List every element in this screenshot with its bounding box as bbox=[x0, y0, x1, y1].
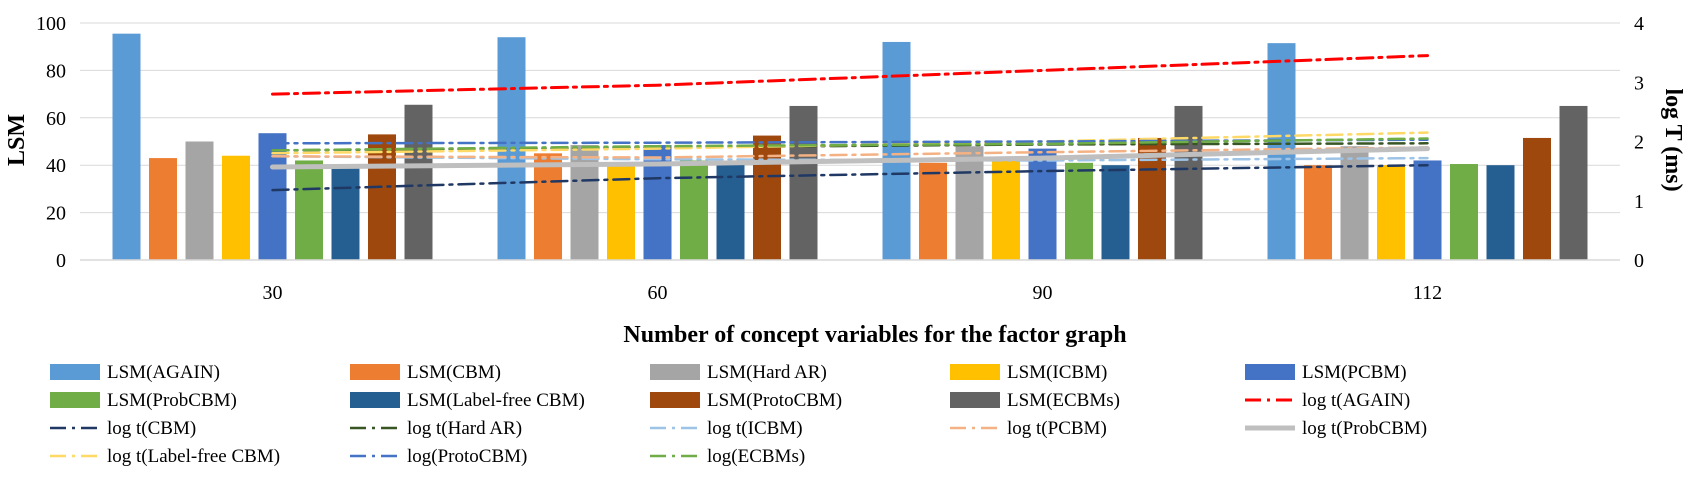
legend-label: LSM(ECBMs) bbox=[1007, 390, 1120, 411]
y2-tick-label: 1 bbox=[1634, 191, 1644, 213]
legend-swatch bbox=[650, 392, 700, 408]
bar-lsm-hard-ar- bbox=[955, 146, 984, 260]
legend-swatch bbox=[950, 364, 1000, 380]
legend-label: LSM(Hard AR) bbox=[707, 362, 827, 383]
bar-lsm-cbm- bbox=[919, 162, 947, 260]
legend-swatch bbox=[650, 364, 700, 380]
bar-lsm-icbm- bbox=[222, 155, 250, 260]
bar-lsm-protocbm- bbox=[368, 134, 396, 260]
legend-swatch bbox=[50, 392, 100, 408]
bar-lsm-ecbms- bbox=[789, 105, 818, 260]
y-tick-label: 20 bbox=[46, 203, 66, 225]
legend-label: LSM(Label-free CBM) bbox=[407, 390, 585, 411]
bar-lsm-cbm- bbox=[1304, 165, 1332, 260]
bar-lsm-again- bbox=[112, 33, 141, 260]
legend-label: LSM(ProbCBM) bbox=[107, 390, 237, 411]
legend-label: LSM(CBM) bbox=[407, 362, 501, 383]
bar-lsm-protocbm- bbox=[1523, 137, 1551, 260]
x-tick-label: 30 bbox=[263, 282, 283, 304]
line-log-ecbms- bbox=[271, 137, 1429, 152]
line-series-group bbox=[270, 54, 1430, 192]
legend-label: log t(Hard AR) bbox=[407, 418, 522, 439]
legend-label: LSM(ICBM) bbox=[1007, 362, 1107, 383]
bar-lsm-label-free-cbm- bbox=[1486, 165, 1515, 260]
legend-label: log t(Label-free CBM) bbox=[107, 446, 280, 467]
x-axis-title: Number of concept variables for the fact… bbox=[623, 322, 1126, 348]
bar-lsm-ecbms- bbox=[1174, 105, 1203, 260]
bar-lsm-ecbms- bbox=[404, 104, 433, 260]
line-log-protocbm- bbox=[271, 138, 1429, 145]
line-log-t-label-free-cbm- bbox=[271, 131, 1429, 155]
bar-lsm-probcbm- bbox=[1065, 162, 1093, 260]
legend-label: log(ProtoCBM) bbox=[407, 446, 527, 467]
y-tick-label: 60 bbox=[46, 108, 66, 130]
bar-lsm-label-free-cbm- bbox=[331, 165, 360, 260]
bar-lsm-cbm- bbox=[534, 153, 562, 260]
y-axis-ticks: 0 20 40 60 80 100 bbox=[36, 13, 66, 272]
y2-tick-label: 0 bbox=[1634, 250, 1644, 272]
y-tick-label: 100 bbox=[36, 13, 66, 35]
legend-label: log t(ProbCBM) bbox=[1302, 418, 1427, 439]
bar-lsm-icbm- bbox=[992, 158, 1020, 260]
y2-tick-label: 3 bbox=[1634, 72, 1644, 94]
bar-lsm-ecbms- bbox=[1559, 105, 1588, 260]
bar-lsm-label-free-cbm- bbox=[716, 164, 745, 260]
bar-lsm-protocbm- bbox=[753, 135, 781, 260]
legend: LSM(AGAIN) LSM(CBM) LSM(Hard AR) LSM(ICBM) L… bbox=[50, 362, 1427, 467]
legend-swatch bbox=[350, 392, 400, 408]
y-tick-label: 40 bbox=[46, 155, 66, 177]
bar-lsm-probcbm- bbox=[295, 160, 323, 260]
legend-label: log t(CBM) bbox=[107, 418, 196, 439]
legend-label: LSM(ProtoCBM) bbox=[707, 390, 842, 411]
legend-swatch bbox=[1245, 364, 1295, 380]
bar-lsm-protocbm- bbox=[1138, 137, 1166, 260]
legend-label: log t(ICBM) bbox=[707, 418, 803, 439]
bar-lsm-label-free-cbm- bbox=[1101, 165, 1130, 260]
y-tick-label: 80 bbox=[46, 60, 66, 82]
y2-tick-label: 4 bbox=[1634, 13, 1644, 35]
y2-axis-ticks: 0 1 2 3 4 bbox=[1634, 13, 1644, 272]
y2-tick-label: 2 bbox=[1634, 132, 1644, 154]
x-tick-label: 60 bbox=[648, 282, 668, 304]
legend-swatch bbox=[950, 392, 1000, 408]
line-log-t-cbm- bbox=[271, 163, 1429, 192]
bar-lsm-hard-ar- bbox=[185, 141, 214, 260]
y2-axis-title: log T (ms) bbox=[1660, 88, 1686, 191]
line-log-t-probcbm- bbox=[270, 146, 1430, 170]
legend-label: log t(PCBM) bbox=[1007, 418, 1107, 439]
x-tick-label: 90 bbox=[1033, 282, 1053, 304]
legend-swatch bbox=[50, 364, 100, 380]
y-tick-label: 0 bbox=[56, 250, 66, 272]
x-tick-label: 112 bbox=[1413, 282, 1442, 304]
bar-lsm-cbm- bbox=[149, 158, 177, 260]
x-axis-ticks: 30 60 90 112 bbox=[263, 282, 1443, 304]
bar-lsm-pcbm- bbox=[1028, 148, 1057, 260]
bar-series-group bbox=[112, 33, 1588, 261]
bar-lsm-hard-ar- bbox=[1340, 146, 1369, 260]
y-axis-title: LSM bbox=[4, 114, 30, 166]
bar-lsm-pcbm- bbox=[1413, 160, 1442, 260]
bar-lsm-again- bbox=[882, 41, 911, 261]
bar-lsm-probcbm- bbox=[1450, 164, 1478, 260]
bar-lsm-icbm- bbox=[607, 165, 635, 260]
bar-lsm-probcbm- bbox=[680, 160, 708, 260]
legend-label: log t(AGAIN) bbox=[1302, 390, 1410, 411]
line-log-t-again- bbox=[271, 54, 1429, 96]
legend-label: LSM(AGAIN) bbox=[107, 362, 220, 383]
legend-swatch bbox=[350, 364, 400, 380]
line-log-t-pcbm- bbox=[271, 146, 1429, 159]
bar-lsm-icbm- bbox=[1377, 165, 1405, 260]
legend-label: log(ECBMs) bbox=[707, 446, 805, 467]
legend-label: LSM(PCBM) bbox=[1302, 362, 1407, 383]
